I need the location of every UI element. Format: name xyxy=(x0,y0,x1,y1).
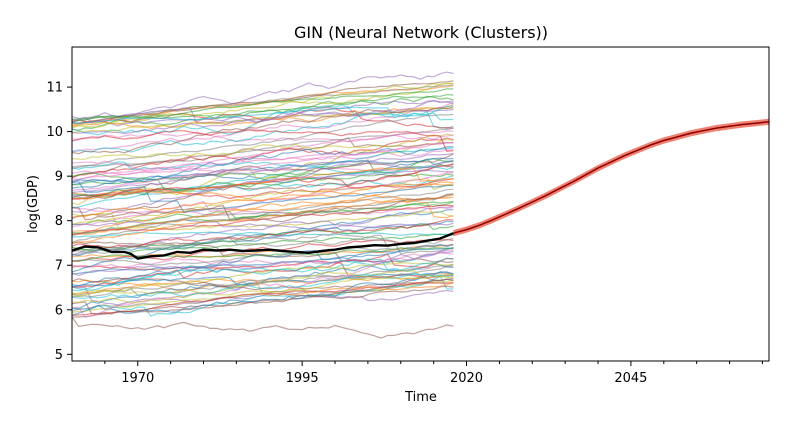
historical-series-line xyxy=(72,183,454,218)
x-axis: 1970 1995 2020 2045 xyxy=(104,361,763,386)
forecast-mean-line xyxy=(453,121,769,234)
highlight-series-line xyxy=(72,232,454,260)
historical-series-line xyxy=(72,180,454,213)
x-tick-label: 2045 xyxy=(614,371,647,386)
historical-series-line xyxy=(72,149,454,172)
y-tick-label: 11 xyxy=(46,81,63,96)
historical-series-line xyxy=(72,133,454,160)
forecast-sample-line xyxy=(453,118,769,232)
y-tick-label: 9 xyxy=(55,170,63,185)
historical-series-line xyxy=(72,218,454,228)
y-tick-label: 10 xyxy=(46,125,63,140)
historical-series-line xyxy=(72,244,454,266)
historical-series-line xyxy=(72,152,454,193)
historical-series-line xyxy=(72,264,454,298)
forecast-sample-line xyxy=(453,122,769,236)
historical-series-line xyxy=(72,247,454,275)
historical-series-line xyxy=(72,99,454,135)
x-tick-label: 1995 xyxy=(286,371,319,386)
historical-series-line xyxy=(72,253,454,288)
y-tick-label: 6 xyxy=(55,303,63,318)
forecast-sample-line xyxy=(453,123,769,237)
historical-series-line xyxy=(72,316,454,339)
historical-series-line xyxy=(72,278,454,297)
historical-series-line xyxy=(72,129,454,153)
historical-series-line xyxy=(72,101,454,152)
historical-series-line xyxy=(72,262,454,310)
forecast-sample-line xyxy=(453,119,769,233)
y-tick-label: 7 xyxy=(55,259,63,274)
historical-series-line xyxy=(72,269,454,304)
historical-series-line xyxy=(72,157,454,183)
historical-series-line xyxy=(72,82,454,129)
historical-series-line xyxy=(72,220,454,257)
historical-series-line xyxy=(72,201,454,234)
historical-series-line xyxy=(72,193,454,223)
historical-series-line xyxy=(72,106,454,124)
historical-series-line xyxy=(72,94,454,123)
y-axis-label: log(GDP) xyxy=(26,175,41,233)
historical-series-line xyxy=(72,257,454,291)
historical-series-line xyxy=(72,252,454,269)
historical-series-line xyxy=(72,272,454,299)
historical-series-line xyxy=(72,147,454,208)
y-tick-label: 5 xyxy=(55,348,63,363)
plot-area xyxy=(72,71,769,339)
y-tick-label: 8 xyxy=(55,214,63,229)
historical-series-line xyxy=(72,177,454,226)
x-tick-label: 1970 xyxy=(121,371,154,386)
y-axis: 5 6 7 8 9 10 11 xyxy=(46,81,72,363)
series-layer xyxy=(72,71,769,339)
historical-series-line xyxy=(72,285,454,315)
historical-series-line xyxy=(72,137,454,179)
historical-series-line xyxy=(72,106,454,155)
historical-series-line xyxy=(72,271,454,316)
historical-series-line xyxy=(72,141,454,191)
historical-series-line xyxy=(72,105,454,153)
x-axis-label: Time xyxy=(404,390,437,405)
historical-series-line xyxy=(72,196,454,244)
historical-series-line xyxy=(72,158,454,186)
historical-series-line xyxy=(72,130,454,182)
chart-title: GIN (Neural Network (Clusters)) xyxy=(294,23,548,42)
historical-series-line xyxy=(72,146,454,189)
historical-series-line xyxy=(72,161,454,174)
historical-series-line xyxy=(72,231,454,238)
historical-series-line xyxy=(72,160,454,214)
historical-series-line xyxy=(72,194,454,232)
plot-frame xyxy=(71,46,770,362)
historical-series-line xyxy=(72,113,454,168)
historical-series-line xyxy=(72,167,454,200)
historical-series-line xyxy=(72,172,454,228)
x-tick-label: 2020 xyxy=(450,371,483,386)
